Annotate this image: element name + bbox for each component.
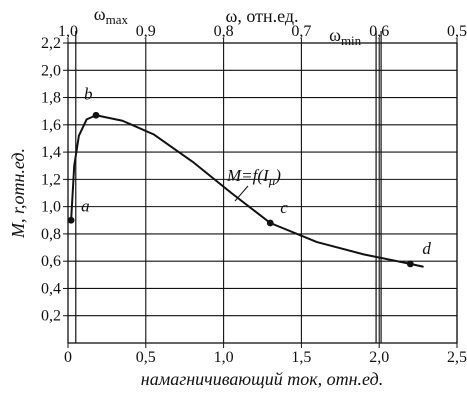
left-tick-label: 2,2: [41, 35, 61, 52]
left-tick-label: 2,0: [41, 62, 61, 79]
marked-points: a b c d: [67, 84, 431, 268]
top-tick-label: 0,7: [291, 23, 311, 40]
y-axis-label: M, r,отн.ед.: [8, 148, 28, 239]
left-tick-label: 1,2: [41, 171, 61, 188]
top-ticks: 1,0 0,9 0,8 0,7 0,6 0,5: [58, 23, 467, 43]
bottom-tick-label: 0,5: [136, 349, 156, 366]
marked-point-label: a: [81, 196, 90, 215]
marked-point: [406, 260, 414, 268]
grid: [68, 43, 458, 343]
left-tick-label: 1,8: [41, 90, 61, 107]
top-tick-label: 0,8: [214, 23, 234, 40]
top-tick-label: 0,9: [136, 23, 156, 40]
top-tick-label: 1,0: [58, 23, 78, 40]
marked-point-label: b: [84, 84, 93, 103]
bottom-tick-label: 2,0: [369, 349, 389, 366]
bottom-tick-label: 1,5: [291, 349, 311, 366]
left-tick-label: 0,4: [41, 280, 61, 297]
bottom-tick-label: 0: [64, 349, 72, 366]
series-line: [70, 114, 424, 268]
top-tick-label: 0,6: [369, 23, 389, 40]
plot-frame: [67, 42, 458, 344]
marked-point: [67, 216, 75, 224]
x-axis-label: намагничивающий ток, отн.ед.: [141, 369, 383, 389]
left-tick-label: 0,6: [41, 253, 61, 270]
marked-point-label: c: [280, 198, 288, 217]
curve-annotation: M=f(Iμ): [226, 166, 281, 188]
bottom-tick-label: 2,5: [447, 349, 467, 366]
left-tick-label: 1,6: [41, 117, 61, 134]
vertical-marker-label: ωmin: [329, 25, 362, 48]
left-tick-label: 0,2: [41, 308, 61, 325]
bottom-tick-label: 1,0: [214, 349, 234, 366]
vertical-marker-label: ωmax: [94, 4, 129, 27]
bottom-ticks: 0 0,5 1,0 1,5 2,0 2,5: [64, 343, 467, 366]
series-layer: [70, 114, 424, 268]
annotation-leader: [234, 185, 249, 202]
plot-border: [67, 42, 458, 344]
marked-point: [92, 111, 100, 119]
marked-point-label: d: [422, 239, 431, 258]
marked-point: [266, 219, 274, 227]
left-ticks: 0,2 0,4 0,6 0,8 1,0 1,2 1,4 1,6 1,8 2,0 2,2: [41, 35, 68, 325]
left-tick-label: 0,8: [41, 226, 61, 243]
top-axis-label: ω, отн.ед.: [225, 6, 298, 26]
top-tick-label: 0,5: [447, 23, 467, 40]
axis-labels: M=f(Iμ) ω, отн.ед. намагничивающий ток, от…: [8, 6, 383, 389]
vertical-markers: ωmax ωmin: [75, 4, 382, 343]
left-tick-label: 1,0: [41, 199, 61, 216]
left-tick-label: 1,4: [41, 144, 61, 161]
